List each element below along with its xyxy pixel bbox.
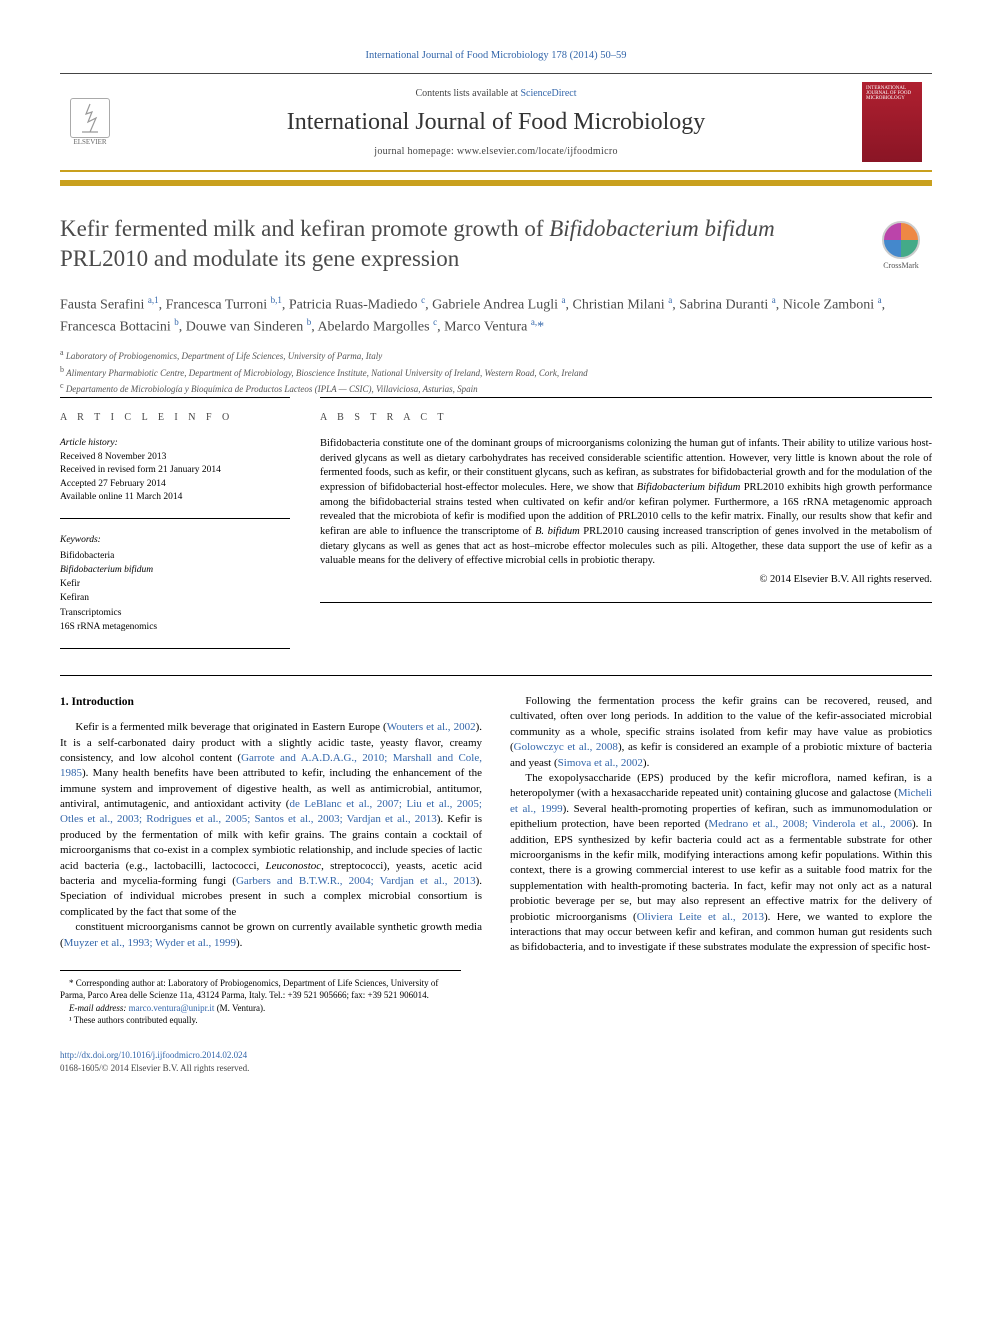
journal-homepage: journal homepage: www.elsevier.com/locat… <box>130 146 862 157</box>
email-link[interactable]: marco.ventura@unipr.it <box>129 1003 215 1013</box>
cover-title: INTERNATIONAL JOURNAL OF FOOD MICROBIOLO… <box>866 86 918 101</box>
masthead: ELSEVIER Contents lists available at Sci… <box>60 73 932 172</box>
abstract-body: Bifidobacteria constitute one of the dom… <box>320 438 932 567</box>
body-p1: Kefir is a fermented milk beverage that … <box>60 720 482 920</box>
abstract-text: Bifidobacteria constitute one of the dom… <box>320 437 932 603</box>
body-rule <box>60 675 932 676</box>
section-heading-intro: 1. Introduction <box>60 694 482 710</box>
body-p2: constituent microorganisms cannot be gro… <box>60 920 482 951</box>
history-line: Received in revised form 21 January 2014 <box>60 464 290 477</box>
title-part-post: PRL2010 and modulate its gene expression <box>60 246 459 271</box>
accent-bar <box>60 180 932 186</box>
issn-copyright: 0168-1605/© 2014 Elsevier B.V. All right… <box>60 1063 249 1073</box>
title-part-pre: Kefir fermented milk and kefiran promote… <box>60 216 549 241</box>
publisher-logo-slot: ELSEVIER <box>60 88 130 156</box>
publisher-name: ELSEVIER <box>73 138 106 146</box>
body-two-column: 1. Introduction Kefir is a fermented mil… <box>60 694 932 956</box>
keywords-block: Keywords: BifidobacteriaBifidobacterium … <box>60 533 290 649</box>
affiliation-line: a Laboratory of Probiogenomics, Departme… <box>60 347 932 364</box>
homepage-prefix: journal homepage: <box>374 146 457 157</box>
authors-line: Fausta Serafini a,1, Francesca Turroni b… <box>60 294 932 337</box>
affiliations: a Laboratory of Probiogenomics, Departme… <box>60 347 932 397</box>
bottom-meta: http://dx.doi.org/10.1016/j.ijfoodmicro.… <box>60 1049 932 1074</box>
email-tail: (M. Ventura). <box>214 1003 265 1013</box>
crossmark-badge[interactable]: CrossMark <box>870 214 932 276</box>
keyword: Kefiran <box>60 591 290 605</box>
article-history: Article history: Received 8 November 201… <box>60 437 290 519</box>
body-p4: The exopolysaccharide (EPS) produced by … <box>510 771 932 956</box>
contents-line: Contents lists available at ScienceDirec… <box>130 88 862 99</box>
journal-name: International Journal of Food Microbiolo… <box>130 109 862 136</box>
footnotes: * Corresponding author at: Laboratory of… <box>60 970 461 1027</box>
citation-line: International Journal of Food Microbiolo… <box>60 50 932 61</box>
email-row: E-mail address: marco.ventura@unipr.it (… <box>60 1002 461 1015</box>
article-title: Kefir fermented milk and kefiran promote… <box>60 214 850 274</box>
crossmark-icon <box>882 221 920 259</box>
keyword: Kefir <box>60 577 290 591</box>
article-info-heading: a r t i c l e i n f o <box>60 412 290 423</box>
homepage-url[interactable]: www.elsevier.com/locate/ijfoodmicro <box>457 146 618 157</box>
keyword: 16S rRNA metagenomics <box>60 620 290 634</box>
corresponding-author: * Corresponding author at: Laboratory of… <box>60 977 461 1002</box>
title-part-ital: Bifidobacterium bifidum <box>549 216 775 241</box>
article-history-label: Article history: <box>60 437 290 450</box>
email-label: E-mail address: <box>69 1003 126 1013</box>
crossmark-label: CrossMark <box>883 261 919 270</box>
doi-link[interactable]: http://dx.doi.org/10.1016/j.ijfoodmicro.… <box>60 1050 247 1060</box>
history-line: Available online 11 March 2014 <box>60 491 290 504</box>
keyword: Bifidobacterium bifidum <box>60 563 290 577</box>
body-p3: Following the fermentation process the k… <box>510 694 932 771</box>
abstract-column: a b s t r a c t Bifidobacteria constitut… <box>320 397 932 649</box>
keywords-label: Keywords: <box>60 533 290 547</box>
abstract-copyright: © 2014 Elsevier B.V. All rights reserved… <box>320 573 932 588</box>
elsevier-tree-icon <box>70 98 110 138</box>
affiliation-line: b Alimentary Pharmabiotic Centre, Depart… <box>60 364 932 381</box>
contents-prefix: Contents lists available at <box>415 88 520 99</box>
affiliation-line: c Departamento de Microbiología y Bioquí… <box>60 380 932 397</box>
elsevier-logo[interactable]: ELSEVIER <box>60 88 120 156</box>
journal-cover-thumb[interactable]: INTERNATIONAL JOURNAL OF FOOD MICROBIOLO… <box>862 82 922 162</box>
cover-thumb-slot: INTERNATIONAL JOURNAL OF FOOD MICROBIOLO… <box>862 82 932 162</box>
history-line: Accepted 27 February 2014 <box>60 478 290 491</box>
history-line: Received 8 November 2013 <box>60 451 290 464</box>
sciencedirect-link[interactable]: ScienceDirect <box>520 88 576 99</box>
keyword: Transcriptomics <box>60 606 290 620</box>
equal-contribution: ¹ These authors contributed equally. <box>60 1014 461 1027</box>
keyword: Bifidobacteria <box>60 549 290 563</box>
abstract-heading: a b s t r a c t <box>320 412 932 423</box>
article-info-column: a r t i c l e i n f o Article history: R… <box>60 397 290 649</box>
